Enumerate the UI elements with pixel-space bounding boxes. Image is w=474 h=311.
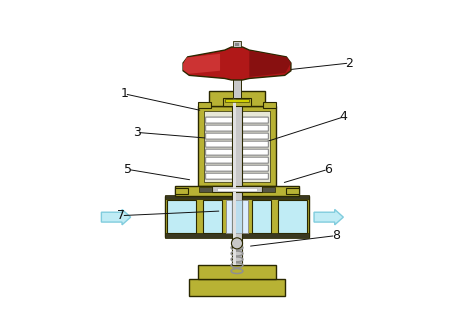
Bar (262, 187, 274, 192)
Polygon shape (183, 54, 220, 74)
Bar (189, 279, 285, 296)
Text: 2: 2 (346, 57, 354, 70)
FancyArrow shape (314, 209, 343, 225)
Circle shape (231, 238, 243, 249)
FancyBboxPatch shape (206, 133, 268, 139)
Polygon shape (183, 47, 291, 80)
FancyBboxPatch shape (206, 125, 268, 131)
Bar (200, 187, 212, 192)
FancyArrow shape (101, 209, 131, 225)
Bar (204, 111, 270, 182)
Bar (236, 43, 238, 46)
Bar (225, 99, 249, 103)
Bar (233, 99, 236, 265)
Bar (263, 102, 275, 108)
FancyBboxPatch shape (206, 165, 268, 171)
Bar (253, 200, 271, 233)
Bar (199, 106, 275, 186)
Bar (167, 200, 196, 233)
Bar (164, 234, 310, 238)
Bar (175, 188, 188, 194)
FancyBboxPatch shape (206, 173, 268, 179)
Bar (286, 188, 299, 194)
Bar (203, 200, 221, 233)
Text: 1: 1 (120, 87, 128, 100)
FancyBboxPatch shape (206, 117, 268, 123)
Text: 7: 7 (118, 209, 126, 222)
Bar (217, 188, 257, 191)
Text: 4: 4 (339, 110, 347, 123)
Bar (199, 102, 211, 108)
Bar (199, 265, 275, 279)
Text: 3: 3 (133, 126, 141, 139)
Bar (233, 41, 241, 47)
Polygon shape (249, 51, 291, 77)
Bar (232, 99, 242, 265)
FancyBboxPatch shape (206, 157, 268, 163)
Bar (175, 186, 299, 196)
Bar (212, 186, 262, 193)
FancyBboxPatch shape (206, 149, 268, 155)
Bar (164, 195, 310, 199)
Bar (232, 200, 242, 233)
FancyBboxPatch shape (206, 141, 268, 147)
Text: 6: 6 (324, 163, 332, 176)
Text: 8: 8 (332, 229, 340, 242)
Bar (164, 196, 310, 237)
Bar (233, 72, 241, 99)
Bar (226, 200, 248, 233)
Text: 5: 5 (124, 163, 132, 176)
Bar (223, 98, 251, 106)
Bar (278, 200, 307, 233)
Bar (209, 91, 265, 106)
